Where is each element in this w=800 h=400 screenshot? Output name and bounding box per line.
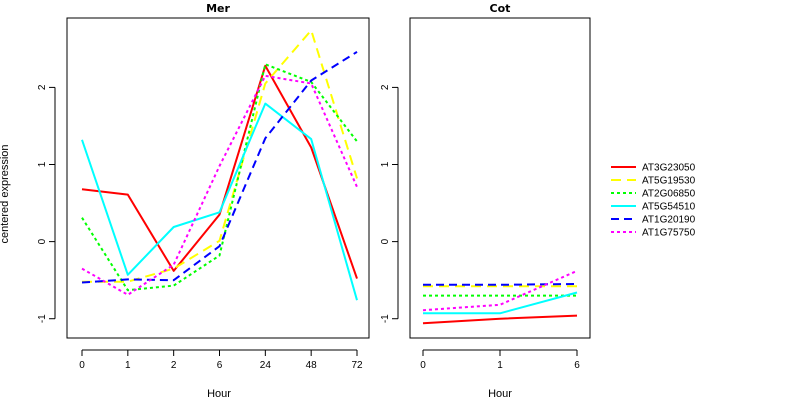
y-tick-label: 2	[37, 84, 48, 90]
series-line-at1g20190	[81, 51, 358, 284]
y-axis-title: centered expression	[0, 144, 11, 243]
legend-label: AT1G20190	[642, 215, 696, 226]
x-tick-label: 1	[497, 360, 503, 371]
panel-cot: Cot 0 1 6 -1 0 1 2 Hour	[380, 2, 591, 400]
legend-label: AT5G54510	[642, 202, 696, 213]
x-tick-label: 6	[217, 360, 223, 371]
x-tick-label: 6	[574, 360, 580, 371]
y-tick-label: 0	[37, 238, 48, 244]
legend-label: AT5G19530	[642, 176, 696, 187]
x-ticks-mer: 0 1 2 6 24 48 72	[79, 349, 363, 371]
series-line-at1g75750	[422, 269, 578, 312]
series-line-at5g54510	[423, 291, 578, 315]
x-tick-label: 2	[171, 360, 177, 371]
legend: AT3G23050 AT5G19530 AT2G06850 AT5G54510 AT1G…	[611, 163, 696, 239]
x-tick-label: 72	[351, 360, 363, 371]
series-line-at3g23050	[422, 314, 578, 325]
x-ticks-cot: 0 1 6	[420, 349, 580, 371]
series-lines-mer	[81, 29, 358, 301]
x-tick-label: 1	[125, 360, 131, 371]
legend-label: AT1G75750	[642, 228, 696, 239]
series-line-at1g20190	[423, 283, 578, 286]
x-tick-label: 0	[79, 360, 85, 371]
legend-label: AT3G23050	[642, 163, 696, 174]
y-tick-label: 1	[380, 161, 391, 167]
y-ticks-mer: -1 0 1 2	[37, 84, 56, 323]
x-tick-label: 48	[306, 360, 318, 371]
x-tick-label: 0	[420, 360, 426, 371]
panel-title-mer: Mer	[206, 2, 230, 15]
y-tick-label: 2	[380, 84, 391, 90]
plot-frame-cot	[409, 17, 591, 339]
y-tick-label: -1	[37, 314, 48, 323]
y-tick-label: 0	[380, 238, 391, 244]
series-line-at5g54510	[81, 102, 358, 301]
series-line-at1g75750	[81, 74, 358, 296]
plot-frame-mer	[66, 17, 370, 339]
series-line-at2g06850	[81, 63, 358, 292]
x-axis-title-mer: Hour	[207, 388, 231, 400]
series-line-at5g19530	[82, 29, 358, 283]
panel-title-cot: Cot	[490, 2, 511, 15]
y-tick-label: 1	[37, 161, 48, 167]
panel-mer: Mer 0 1 2 6 24 48 72 -1 0 1 2 Hour	[37, 2, 370, 400]
series-line-at3g23050	[81, 64, 358, 279]
y-tick-label: -1	[380, 314, 391, 323]
series-lines-cot	[422, 269, 578, 325]
y-ticks-cot: -1 0 1 2	[380, 84, 399, 323]
x-tick-label: 24	[260, 360, 272, 371]
x-axis-title-cot: Hour	[488, 388, 512, 400]
legend-label: AT2G06850	[642, 189, 696, 200]
